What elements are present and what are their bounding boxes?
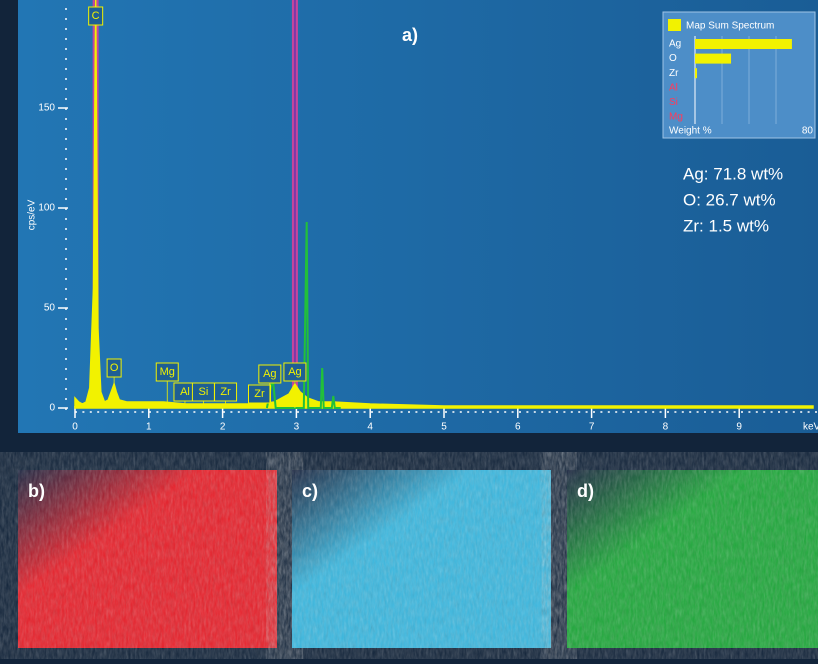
y-tick-label: 150	[38, 103, 55, 114]
composition-text: O: 26.7 wt%	[683, 190, 776, 209]
y-tick-label: 0	[49, 403, 55, 414]
x-axis-label: keV	[803, 422, 818, 433]
y-axis-label: cps/eV	[27, 199, 38, 230]
x-tick-label: 4	[367, 422, 373, 433]
inset-category: Al	[669, 82, 678, 93]
inset-bar	[695, 54, 731, 64]
peak-label: Si	[199, 386, 209, 398]
inset-category: O	[669, 53, 677, 64]
y-tick-label: 50	[44, 303, 56, 314]
map-texture	[292, 470, 551, 648]
peak-label: O	[110, 362, 119, 374]
peak-label: Mg	[160, 366, 175, 378]
peak-label: Al	[180, 386, 190, 398]
map-texture	[567, 470, 818, 648]
inset-category: Ag	[669, 39, 681, 50]
map-label: d)	[577, 481, 594, 501]
peak-label: Zr	[220, 386, 231, 398]
composition-text: Zr: 1.5 wt%	[683, 216, 769, 235]
x-tick-label: 5	[441, 422, 447, 433]
x-tick-label: 2	[220, 422, 226, 433]
x-tick-label: 9	[736, 422, 742, 433]
composition-text: Ag: 71.8 wt%	[683, 164, 783, 183]
inset-category: Zr	[669, 68, 679, 79]
inset-bar	[695, 39, 792, 49]
inset-title: Map Sum Spectrum	[686, 21, 774, 32]
inset-x-label: Weight %	[669, 126, 712, 137]
figure: 0 50 100 150 cps/eV 0 1 2 3 4 5 6 7 8 9 keV C O Mg Al Si Zr Zr…	[0, 0, 818, 659]
x-tick-label: 0	[72, 422, 78, 433]
peak-label: Ag	[263, 368, 276, 380]
peak-label: Ag	[288, 366, 301, 378]
peak-label: Zr	[254, 388, 265, 400]
panel-label: a)	[402, 25, 418, 45]
map-label: b)	[28, 481, 45, 501]
map-texture	[18, 470, 277, 648]
inset-bar	[695, 68, 697, 78]
map-label: c)	[302, 481, 318, 501]
x-tick-label: 3	[294, 422, 300, 433]
x-tick-label: 1	[146, 422, 152, 433]
inset-category: Si	[669, 97, 678, 108]
x-tick-label: 8	[663, 422, 669, 433]
x-tick-label: 7	[589, 422, 595, 433]
legend-swatch	[668, 19, 681, 31]
y-tick-label: 100	[38, 203, 55, 214]
inset-tick-label: 80	[802, 126, 814, 137]
peak-label: C	[92, 10, 100, 22]
inset-category: Mg	[669, 112, 683, 123]
x-tick-label: 6	[515, 422, 521, 433]
